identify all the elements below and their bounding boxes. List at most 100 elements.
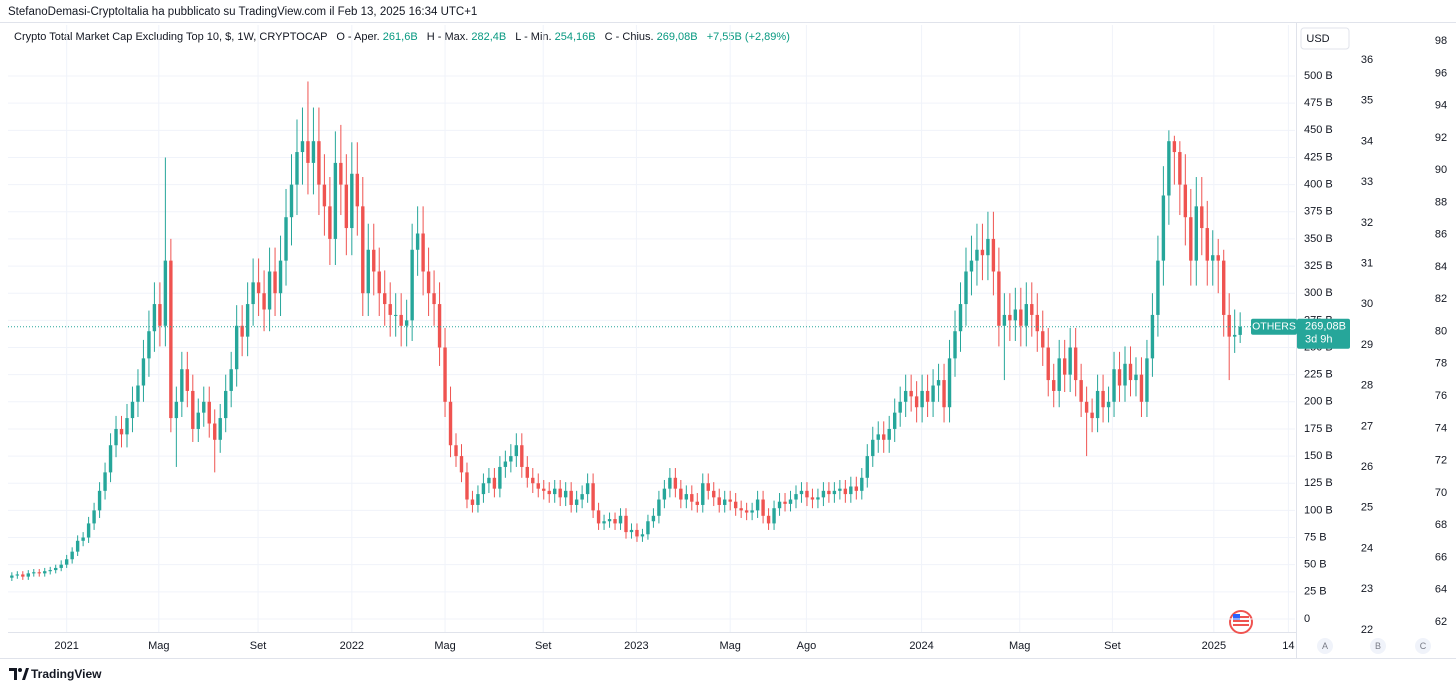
y-tick-label: 200 B (1304, 396, 1333, 408)
candle-body (278, 260, 283, 294)
y3-tick-label: 86 (1435, 229, 1447, 241)
candle-body (333, 162, 338, 239)
y3-tick-label: 82 (1435, 293, 1447, 305)
candle-body (525, 466, 529, 478)
candle-body (300, 141, 305, 153)
candle-body (355, 173, 360, 207)
candle-body (991, 238, 996, 272)
candle-body (542, 488, 546, 491)
y-tick-label: 500 B (1304, 70, 1333, 82)
candle-body (81, 537, 85, 541)
candle-body (459, 456, 464, 473)
x-tick-label: 2025 (1202, 640, 1226, 652)
candle-body (284, 217, 288, 261)
candle-body (130, 401, 135, 419)
candle-body (739, 508, 743, 511)
scale-button-label[interactable]: C (1420, 641, 1427, 651)
y2-tick-label: 30 (1361, 298, 1373, 310)
y2-tick-label: 22 (1361, 624, 1373, 636)
price-tag-countdown: 3d 9h (1305, 334, 1333, 346)
brand-logo (9, 668, 29, 680)
candle-body (799, 490, 804, 495)
candle-body (613, 519, 617, 524)
candle-body (854, 486, 859, 491)
currency-button[interactable] (1300, 27, 1350, 50)
scale-button[interactable] (1415, 638, 1431, 654)
y-tick-label: 375 B (1304, 206, 1333, 218)
y-tick-label: 0 (1304, 613, 1310, 625)
candle-body (761, 499, 765, 516)
candle-body (465, 472, 469, 500)
candle-body (256, 282, 261, 294)
candle-body (1052, 380, 1056, 391)
x-tick-label: 2022 (340, 640, 364, 652)
candle-body (536, 483, 540, 489)
x-tick-label: 2023 (624, 640, 648, 652)
price-tag (1297, 318, 1350, 349)
candle-body (975, 249, 979, 261)
candle-body (70, 551, 74, 560)
candle-body (1205, 228, 1209, 261)
symbol-tag-label: OTHERS (1252, 321, 1296, 333)
candle-body (744, 510, 749, 513)
y3-tick-label: 70 (1435, 487, 1447, 499)
candle-body (295, 152, 299, 185)
y3-tick-label: 62 (1435, 616, 1447, 628)
candle-body (1024, 304, 1029, 326)
x-tick-label: Mag (719, 640, 740, 652)
candle-body (876, 434, 880, 440)
candle-body (602, 521, 606, 524)
grid (8, 25, 1295, 632)
y3-tick-label: 66 (1435, 551, 1447, 563)
candle-body (1123, 363, 1127, 386)
candle-body (624, 515, 628, 533)
candle-body (662, 488, 667, 500)
y-tick-label: 25 B (1304, 586, 1327, 598)
candle-body (947, 358, 952, 408)
candle-body (1117, 369, 1122, 386)
candle-body (821, 490, 826, 498)
candle-body (437, 304, 442, 348)
candle-body (289, 184, 294, 218)
high-name: H - Max. (427, 31, 469, 43)
candle-body (59, 564, 63, 568)
chart-header: Crypto Total Market Cap Excluding Top 10… (14, 31, 790, 43)
scale-button-label[interactable]: A (1322, 641, 1328, 651)
candle-body (350, 173, 354, 229)
candle-body (585, 483, 590, 495)
candle-body (520, 445, 524, 467)
candle-body (476, 494, 480, 505)
candle-body (163, 260, 168, 326)
x-tick-label: Set (250, 640, 267, 652)
open-value: 261,6B (383, 31, 418, 43)
candle-body (1216, 255, 1220, 261)
candle-body (223, 390, 228, 419)
y3-tick-label: 94 (1435, 100, 1447, 112)
candle-body (158, 304, 162, 326)
candle-body (580, 494, 584, 500)
candle-body (986, 238, 990, 256)
candle-body (240, 325, 244, 337)
y3-tick-label: 96 (1435, 67, 1447, 79)
y2-tick-label: 27 (1361, 420, 1373, 432)
candle-body (684, 494, 689, 500)
candle-body (953, 331, 957, 359)
y-tick-label: 100 B (1304, 504, 1333, 516)
y-tick-label: 150 B (1304, 450, 1333, 462)
candle-body (317, 141, 321, 185)
candle-body (690, 494, 694, 502)
currency-label[interactable]: USD (1306, 33, 1329, 45)
candle-body (97, 490, 102, 511)
candle-body (262, 293, 266, 310)
candle-body (43, 571, 47, 574)
scale-button-label[interactable]: B (1375, 641, 1381, 651)
y2-tick-label: 31 (1361, 257, 1373, 269)
candle-body (10, 575, 14, 578)
scale-button[interactable] (1317, 638, 1333, 654)
candle-body (712, 490, 716, 498)
candle-body (898, 401, 902, 413)
scale-button[interactable] (1370, 638, 1386, 654)
y-tick-label: 350 B (1304, 233, 1333, 245)
candle-body (827, 490, 831, 495)
